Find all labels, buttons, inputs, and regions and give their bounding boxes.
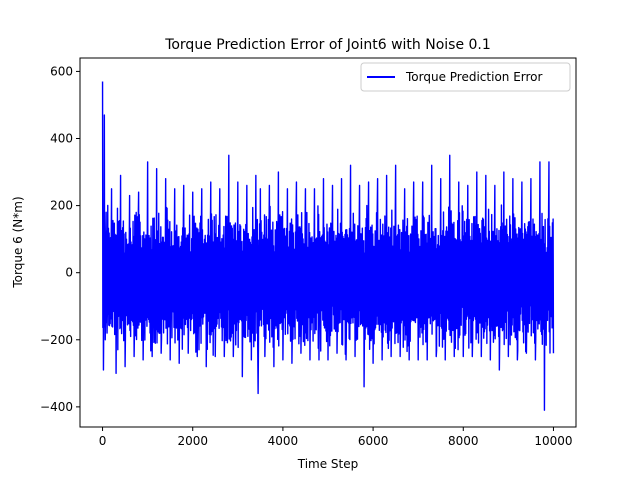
- legend-label: Torque Prediction Error: [405, 70, 543, 84]
- y-tick-label: −200: [40, 333, 73, 347]
- y-axis-label: Torque 6 (N*m): [11, 196, 25, 288]
- y-tick-label: 400: [50, 132, 73, 146]
- y-axis: −400 −200 0 200 400 600: [40, 64, 80, 414]
- x-axis: 0 2000 4000 6000 8000 10000: [99, 427, 573, 448]
- x-tick-label: 6000: [358, 434, 389, 448]
- y-tick-label: −400: [40, 400, 73, 414]
- series-line-torque-prediction-error: [101, 81, 555, 411]
- plot-area-frame: [79, 57, 577, 428]
- x-tick-label: 0: [99, 434, 107, 448]
- plot-series-group: [101, 81, 555, 411]
- legend-box: [360, 62, 571, 92]
- x-tick-label: 10000: [534, 434, 572, 448]
- legend: Torque Prediction Error: [360, 62, 571, 92]
- x-axis-label: Time Step: [297, 457, 359, 471]
- y-tick-label: 0: [65, 266, 73, 280]
- x-tick-label: 2000: [177, 434, 208, 448]
- x-tick-label: 8000: [448, 434, 479, 448]
- y-tick-label: 600: [50, 64, 73, 78]
- y-tick-label: 200: [50, 199, 73, 213]
- x-tick-label: 4000: [268, 434, 299, 448]
- chart-title: Torque Prediction Error of Joint6 with N…: [164, 37, 491, 53]
